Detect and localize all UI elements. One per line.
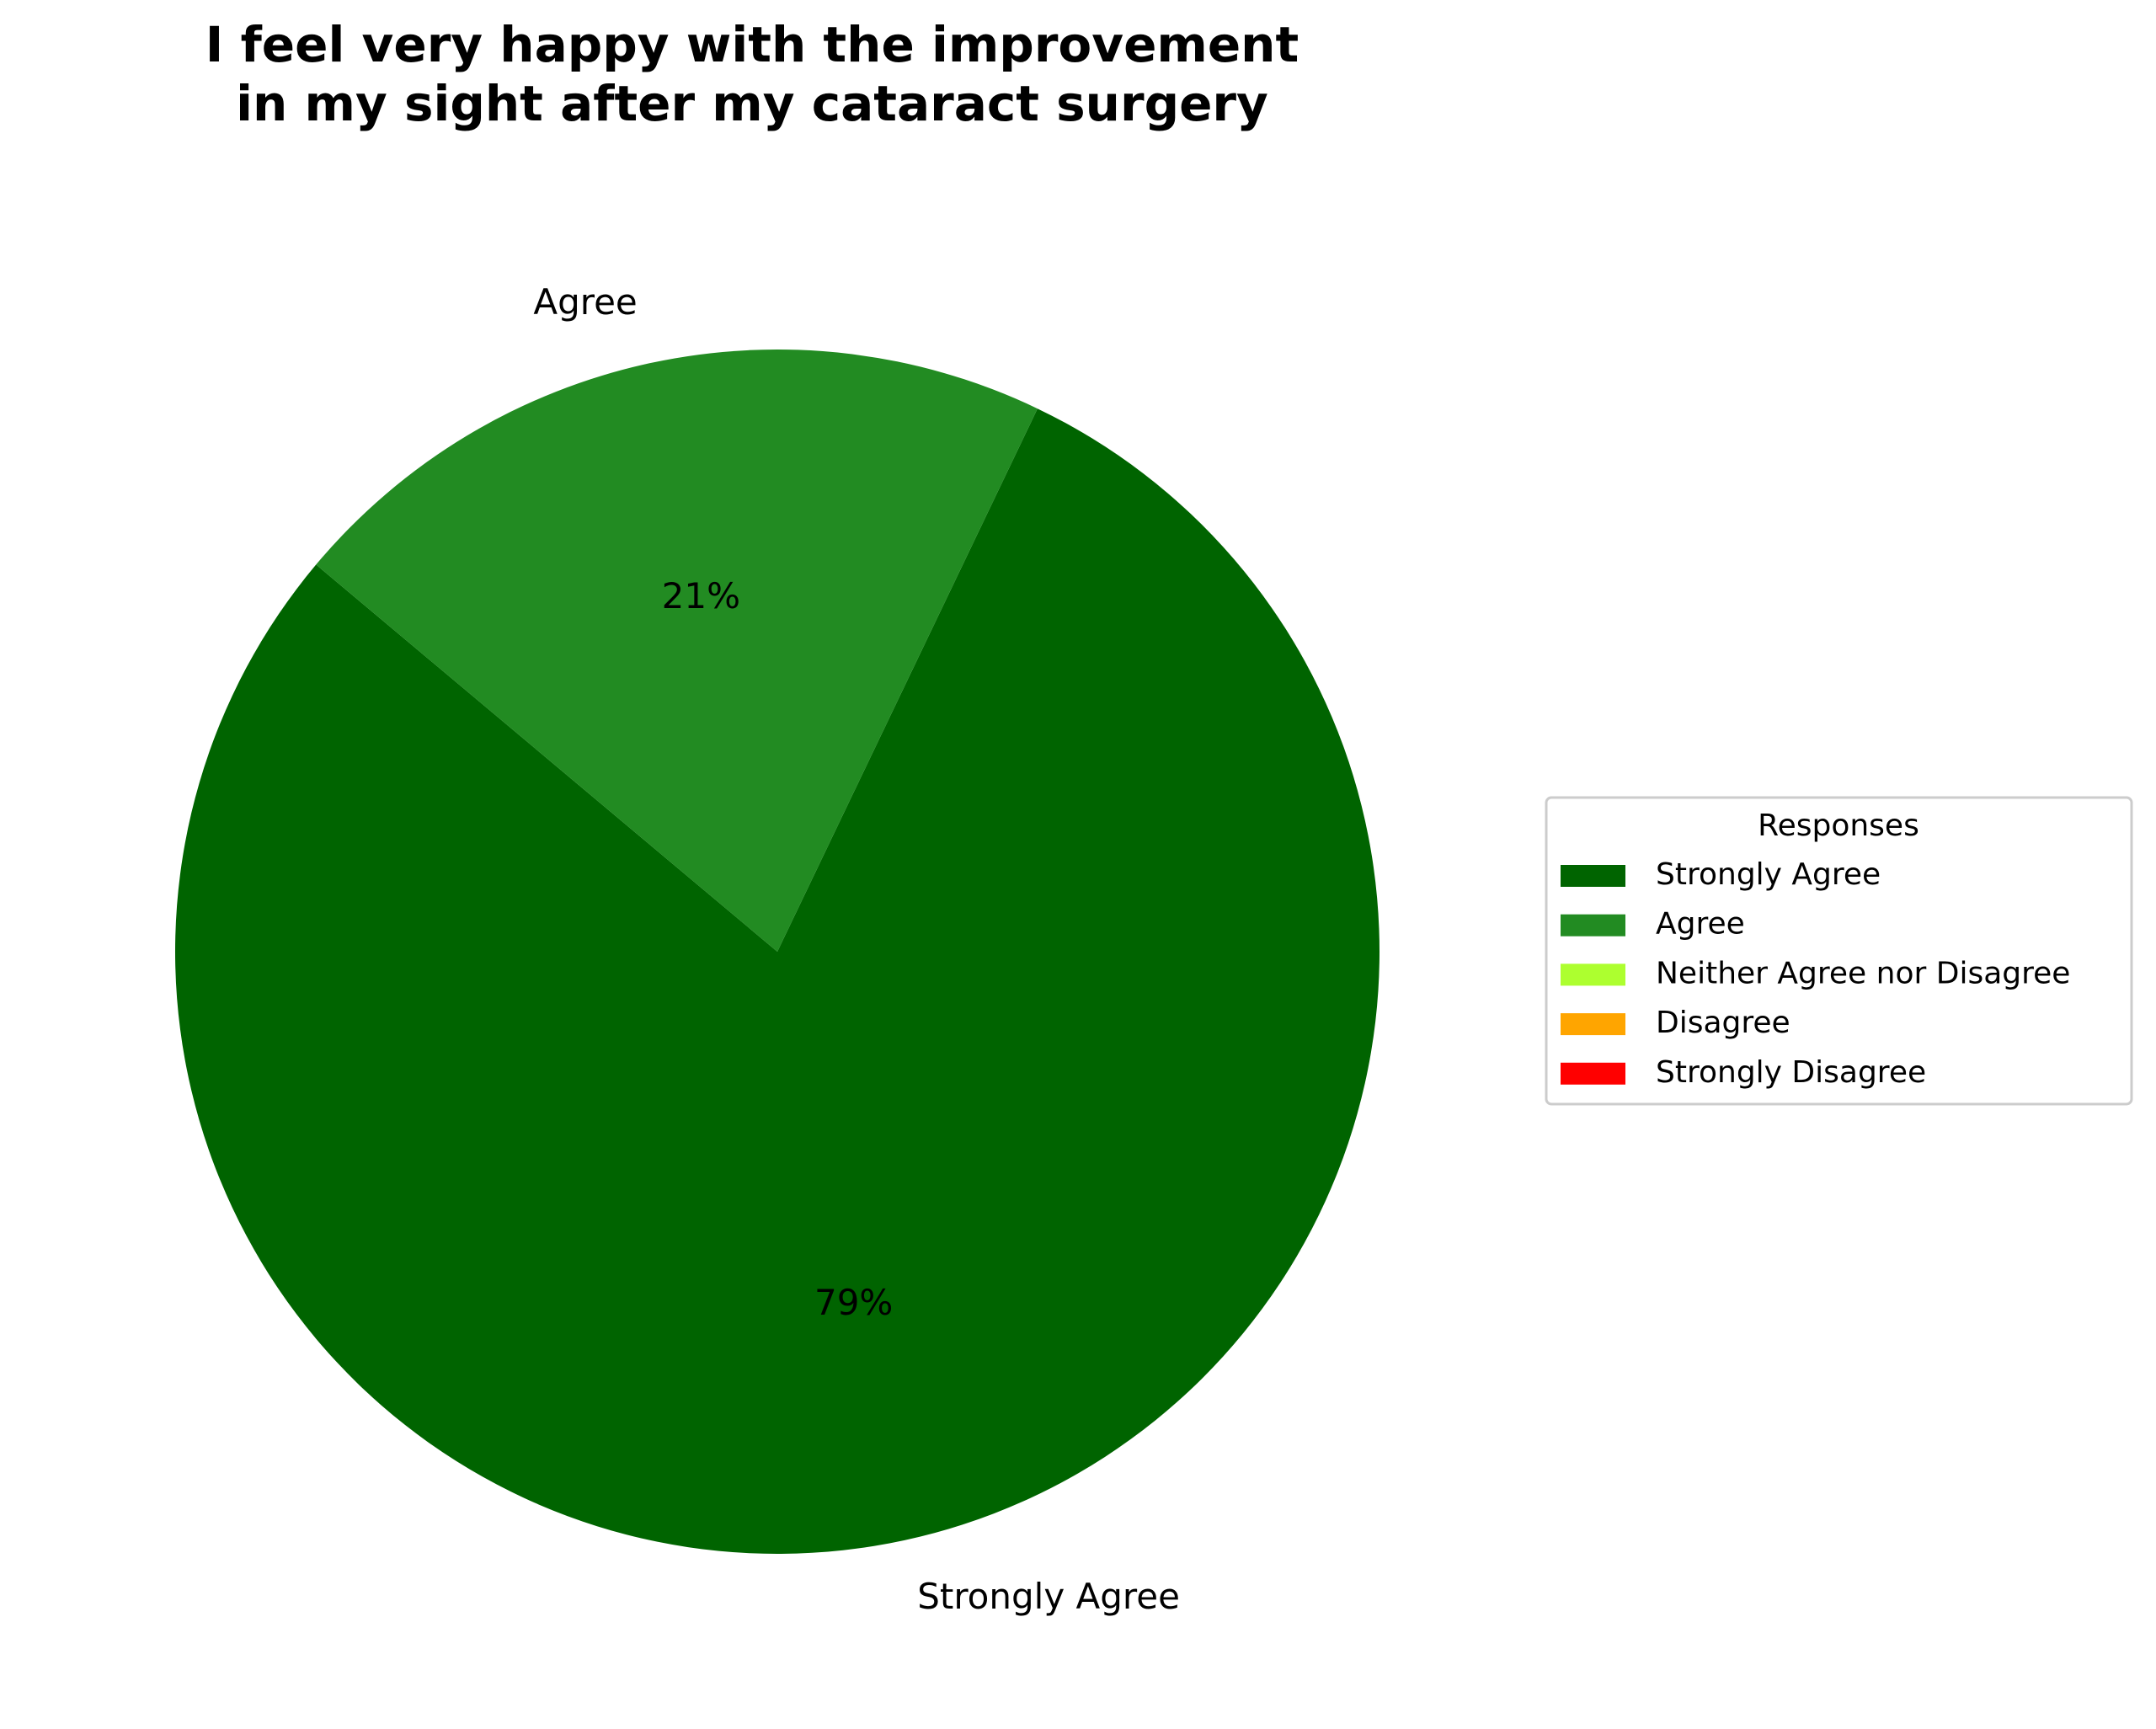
chart-title: I feel very happy with the improvement [205, 16, 1299, 73]
legend-label: Strongly Agree [1656, 857, 1881, 892]
legend-box [1545, 796, 2133, 1106]
slice-label: Strongly Agree [917, 1576, 1180, 1617]
legend-title: Responses [1758, 808, 1919, 843]
pie-slice [316, 349, 1038, 952]
legend-swatch [1561, 865, 1625, 887]
legend-swatch [1561, 1013, 1625, 1036]
value-label: 79% [814, 1282, 893, 1323]
legend-swatch [1561, 1062, 1625, 1085]
pie-slice [316, 564, 778, 952]
chart-title: in my sight after my cataract surgery [236, 75, 1268, 132]
legend-label: Agree [1656, 907, 1745, 942]
legend-swatch [1561, 963, 1625, 986]
value-label: 21% [662, 575, 740, 616]
legend-label: Strongly Disagree [1656, 1055, 1926, 1090]
legend-swatch [1561, 914, 1625, 937]
slice-label: Agree [533, 281, 637, 323]
legend-label: Disagree [1656, 1006, 1790, 1040]
legend: Responses Strongly Agree Agree Neither Agr… [1545, 796, 2133, 1106]
pie: Strongly Agree 79% Agree 21% [174, 281, 1380, 1617]
pie-slice [174, 408, 1380, 1555]
legend-label: Neither Agree nor Disagree [1656, 956, 2070, 990]
